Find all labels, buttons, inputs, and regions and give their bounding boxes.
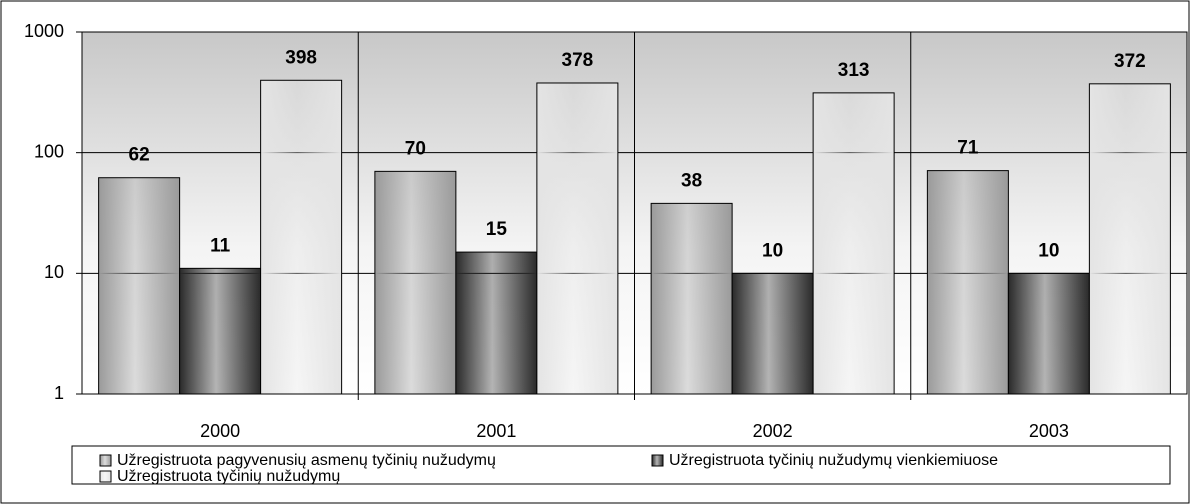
- x-tick-label: 2000: [200, 421, 240, 441]
- data-label: 378: [562, 50, 594, 71]
- y-tick-label: 10: [44, 262, 64, 282]
- data-label: 15: [486, 219, 508, 240]
- bar: [812, 92, 895, 395]
- y-tick-label: 1000: [24, 21, 64, 41]
- bar: [650, 202, 733, 395]
- bar: [926, 170, 1009, 395]
- legend-label: Užregistruota tyčinių nužudymų: [117, 468, 340, 485]
- data-label: 62: [129, 145, 150, 166]
- legend-swatch: [99, 470, 112, 483]
- x-tick-label: 2002: [753, 421, 793, 441]
- bar: [1007, 272, 1090, 395]
- data-label: 11: [210, 235, 231, 256]
- x-tick-label: 2003: [1029, 421, 1069, 441]
- legend-label: Užregistruota pagyvenusių asmenų tyčinių…: [117, 452, 496, 469]
- bar: [179, 267, 262, 395]
- data-label: 313: [838, 60, 870, 81]
- data-label: 372: [1114, 51, 1146, 72]
- bar: [374, 170, 457, 395]
- x-tick-label: 2001: [476, 421, 516, 441]
- y-tick-label: 1: [54, 383, 64, 403]
- legend-swatch: [99, 454, 112, 467]
- bar: [1088, 83, 1171, 395]
- data-label: 71: [957, 138, 979, 159]
- data-label: 38: [681, 170, 702, 191]
- legend-swatch: [651, 454, 664, 467]
- data-label: 70: [405, 138, 426, 159]
- bar: [731, 272, 814, 395]
- data-label: 10: [1038, 240, 1059, 261]
- legend-box: [71, 445, 1171, 485]
- data-label: 398: [285, 47, 317, 68]
- y-tick-label: 100: [34, 141, 64, 161]
- bar: [260, 79, 343, 395]
- data-label: 10: [762, 240, 783, 261]
- bar: [455, 251, 538, 395]
- bar: [98, 177, 181, 395]
- legend-label: Užregistruota tyčinių nužudymų vienkiemi…: [669, 452, 998, 469]
- bar: [536, 82, 619, 395]
